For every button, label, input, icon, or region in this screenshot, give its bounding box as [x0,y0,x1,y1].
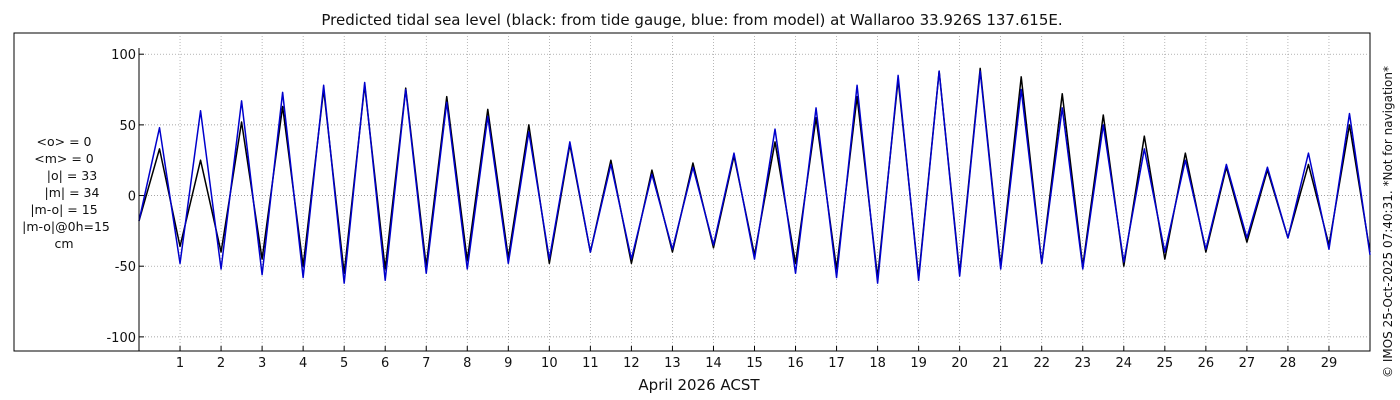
x-tick-label: 11 [582,356,599,371]
stat-mean-model: <m> = 0 [34,151,94,166]
x-tick-label: 26 [1198,356,1215,371]
x-tick-label: 4 [299,356,307,371]
x-tick-label: 19 [910,356,927,371]
x-tick-labels: 1 2 3 4 5 6 7 8 9 10 11 12 13 14 15 16 17 18 19 20 21 22 23 24 2… [176,346,1337,371]
y-tick-label: -50 [115,260,136,275]
y-tick-label: 100 [111,48,136,63]
x-tick-label: 25 [1157,356,1174,371]
x-tick-label: 29 [1321,356,1338,371]
x-tick-label: 2 [217,356,225,371]
stat-abs-model: |m| = 34 [45,185,100,200]
x-tick-label: 8 [463,356,471,371]
stat-difference-at-0h: |m-o|@0h=15 [22,219,110,234]
x-tick-label: 21 [992,356,1009,371]
x-tick-label: 14 [705,356,722,371]
stat-abs-difference: |m-o| = 15 [30,202,97,217]
x-tick-label: 5 [340,356,348,371]
stat-mean-observed: <o> = 0 [37,134,92,149]
stat-unit: cm [54,236,73,251]
y-tick-label: 0 [128,190,136,205]
x-tick-label: 28 [1280,356,1297,371]
x-tick-label: 27 [1239,356,1256,371]
statistics-panel: <o> = 0 <m> = 0 |o| = 33 |m| = 34 |m-o| … [22,134,110,251]
x-tick-label: 22 [1033,356,1050,371]
plot-area [138,67,1371,284]
x-tick-label: 24 [1116,356,1133,371]
x-tick-label: 10 [541,356,558,371]
x-tick-label: 13 [664,356,681,371]
x-tick-label: 15 [746,356,763,371]
grid [139,33,1370,351]
x-tick-label: 1 [176,356,184,371]
x-tick-label: 23 [1074,356,1091,371]
x-tick-label: 9 [504,356,512,371]
x-tick-label: 20 [951,356,968,371]
x-tick-label: 18 [869,356,886,371]
x-tick-label: 16 [787,356,804,371]
y-tick-label: 50 [119,119,136,134]
x-tick-label: 12 [623,356,640,371]
y-tick-labels: 100 50 0 -50 -100 [106,48,144,346]
copyright-note: © IMOS 25-Oct-2025 07:40:31. *Not for na… [1381,66,1395,378]
stat-abs-observed: |o| = 33 [47,168,97,183]
x-axis-label: April 2026 ACST [638,376,760,394]
plot-frame [13,32,1371,352]
chart-title: Predicted tidal sea level (black: from t… [321,11,1062,29]
x-tick-label: 17 [828,356,845,371]
y-tick-label: -100 [106,331,136,346]
x-tick-label: 6 [381,356,389,371]
series-line-from-model [138,70,1371,284]
x-tick-label: 3 [258,356,266,371]
x-tick-label: 7 [422,356,430,371]
